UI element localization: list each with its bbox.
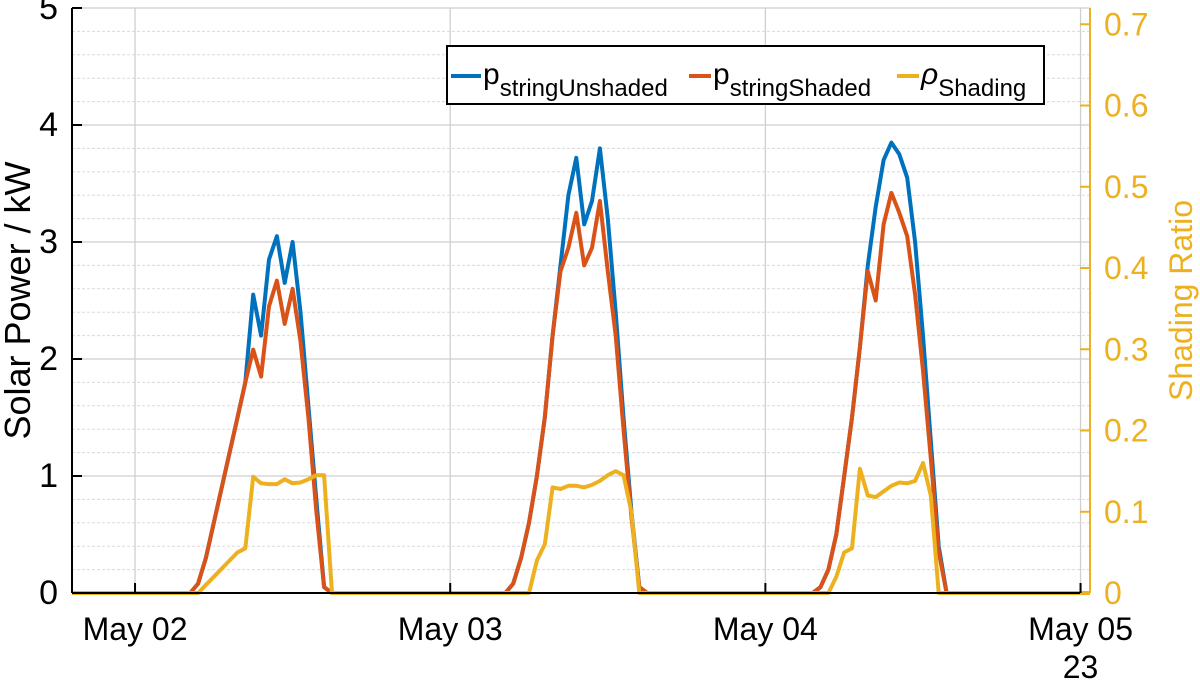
y2-tick-label: 0 (1104, 575, 1122, 611)
y2-tick-label: 0.6 (1104, 88, 1148, 124)
series-line-Shading (72, 461, 1090, 595)
legend-label: pstringUnshaded (483, 58, 668, 102)
x-secondary-label: 23 (1063, 649, 1099, 685)
legend-label-main: p (483, 58, 500, 91)
legend: pstringUnshaded pstringShaded ρShading (446, 45, 1045, 105)
y-tick-label: 0 (39, 574, 58, 612)
y2-axis-label: Shading Ratio (1163, 200, 1199, 401)
legend-label-main: ρ (920, 58, 938, 91)
y-tick-label: 1 (39, 457, 58, 495)
series-line-stringUnshaded (72, 140, 1090, 595)
y2-tick-label: 0.2 (1104, 413, 1148, 449)
tick-labels: 0 1 2 3 4 5 0 0.1 0.2 0.3 0.4 0.5 0.6 0.7 May 02 May 03… (39, 0, 1148, 647)
series-layer (72, 140, 1090, 595)
x-tick-label: May 05 (1028, 611, 1133, 647)
y-axis-label: Solar Power / kW (0, 161, 38, 439)
y2-tick-label: 0.4 (1104, 250, 1148, 286)
y-tick-label: 2 (39, 340, 58, 378)
legend-label: pstringShaded (713, 58, 871, 102)
y-tick-label: 4 (39, 106, 58, 144)
x-tick-label: May 03 (398, 611, 503, 647)
legend-label-sub: stringShaded (730, 75, 871, 102)
y2-tick-label: 0.3 (1104, 331, 1148, 367)
legend-label-sub: Shading (938, 75, 1026, 102)
y-tick-label: 5 (39, 0, 58, 27)
legend-label-main: p (713, 58, 730, 91)
y2-tick-label: 0.5 (1104, 169, 1148, 205)
legend-label: ρShading (920, 58, 1026, 102)
x-tick-label: May 02 (83, 611, 188, 647)
legend-label-sub: stringUnshaded (500, 75, 668, 102)
series-line-stringShaded (72, 190, 1090, 595)
legend-box (446, 45, 1045, 105)
x-tick-label: May 04 (713, 611, 818, 647)
y2-tick-label: 0.7 (1104, 6, 1148, 42)
y-tick-label: 3 (39, 223, 58, 261)
y2-tick-label: 0.1 (1104, 494, 1148, 530)
